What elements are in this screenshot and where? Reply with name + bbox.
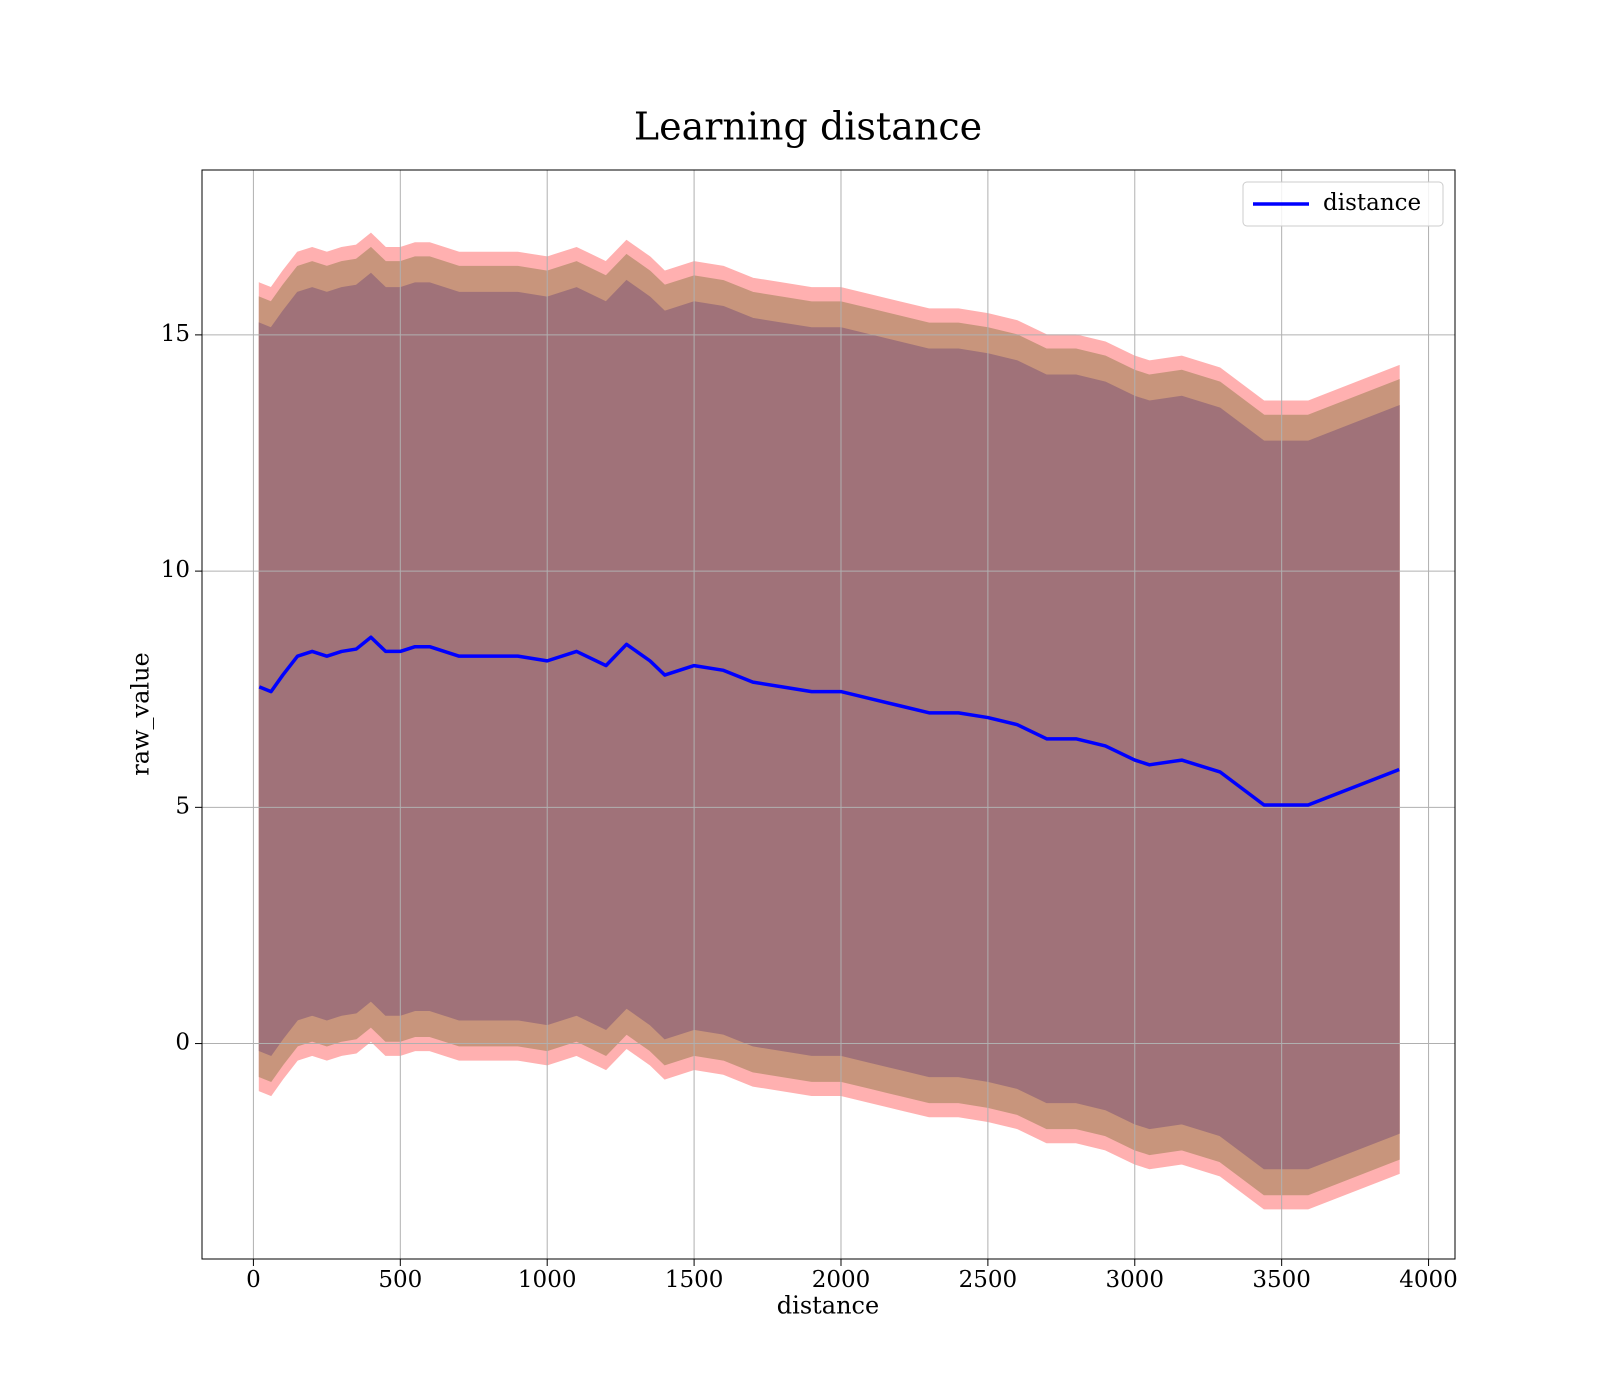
x-tick-label: 2500 (959, 1267, 1018, 1293)
line (258, 635, 1400, 807)
y-tick-label: 5 (175, 793, 190, 819)
y-tick-label: 10 (161, 557, 190, 583)
legend-box (1242, 181, 1444, 227)
x-axis-label: distance (777, 1292, 879, 1320)
legend-label: distance (1323, 190, 1421, 216)
x-tick-label: 4000 (1399, 1267, 1458, 1293)
chart-title: Learning distance (634, 105, 982, 149)
x-tick-label: 0 (246, 1267, 261, 1293)
y-tick-label: 0 (175, 1030, 190, 1056)
y-axis-label: raw_value (127, 652, 155, 776)
plot-frame (201, 169, 1456, 1260)
x-tick-label: 1500 (665, 1267, 724, 1293)
x-tick-label: 500 (378, 1267, 422, 1293)
x-tick-label: 3000 (1105, 1267, 1164, 1293)
x-tick-label: 2000 (812, 1267, 871, 1293)
band (258, 272, 1400, 1170)
x-tick-label: 3500 (1252, 1267, 1311, 1293)
x-tick-label: 1000 (518, 1267, 577, 1293)
y-tick-label: 15 (161, 321, 190, 347)
